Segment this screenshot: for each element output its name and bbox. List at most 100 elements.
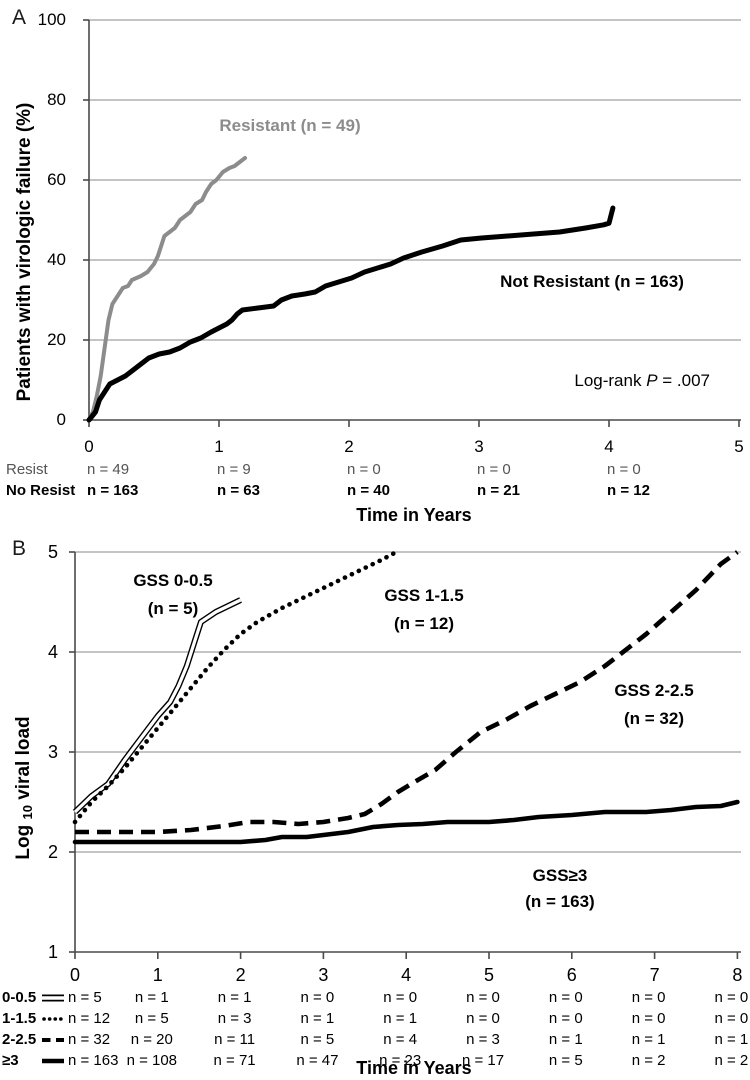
risk-cell: n = 2 [631, 1052, 666, 1069]
risk-cell: n = 2 [714, 1052, 749, 1069]
risk-row-label: 0-0.5 [2, 989, 37, 1006]
risk-cell: n = 0 [466, 989, 500, 1006]
x-tick-label: 2 [235, 965, 246, 985]
risk-cell: n = 0 [466, 1010, 500, 1027]
legend-glyph-solid [42, 1058, 64, 1064]
series-line-not-resistant [86, 205, 616, 423]
risk-cell: n = 3 [217, 1010, 252, 1027]
x-tick-label: 0 [69, 965, 80, 985]
x-tick-label: 1 [214, 437, 224, 456]
series-line-gss-2-2-5 [75, 550, 739, 835]
risk-cell: n = 1 [383, 1010, 418, 1027]
y-tick-label: 100 [37, 10, 66, 29]
series-line-gss-3 [72, 799, 740, 845]
risk-cell: n = 17 [461, 1052, 505, 1069]
y-tick-label: 2 [47, 842, 58, 862]
legend-glyph-double [42, 994, 64, 1002]
y-tick-label: 5 [47, 542, 58, 562]
risk-cell: n = 0 [631, 989, 666, 1006]
gss-0-05-label-line2: (n = 5) [147, 599, 199, 618]
x-tick-label: 2 [344, 437, 354, 456]
risk-cell: n = 5 [68, 989, 102, 1006]
x-tick-label: 0 [84, 437, 94, 456]
risk-cell: n = 0 [607, 461, 641, 478]
x-tick-label: 1 [152, 965, 163, 985]
risk-cell: n = 20 [130, 1031, 173, 1048]
y-tick-label: 20 [47, 330, 66, 349]
series-line-gss-0-0-5-inner [73, 598, 242, 814]
risk-cell: n = 23 [379, 1052, 422, 1069]
y-tick-label: 80 [47, 90, 66, 109]
panel-b-y-axis-title: Log 10 viral load [13, 716, 35, 859]
gss-1-15-label-line1: GSS 1-1.5 [384, 586, 464, 605]
risk-cell: n = 163 [87, 482, 139, 499]
risk-cell: n = 0 [548, 1010, 583, 1027]
logrank-p-symbol: P [646, 371, 658, 390]
risk-cell: n = 40 [347, 482, 390, 499]
gss-1-15-label-line2: (n = 12) [394, 614, 454, 633]
not-resistant-curve-label: Not Resistant (n = 163) [500, 272, 684, 291]
resistant-curve-label: Resistant (n = 49) [219, 116, 361, 135]
series-line-resistant [87, 156, 247, 422]
x-tick-label: 5 [734, 437, 744, 456]
risk-cell: n = 4 [383, 1031, 418, 1048]
y-tick-label: 0 [56, 410, 66, 429]
risk-row-label: Resist [6, 461, 48, 478]
risk-cell: n = 1 [217, 989, 252, 1006]
panel-b-letter: B [12, 537, 27, 560]
risk-cell: n = 71 [213, 1052, 256, 1069]
y-tick-label: 3 [47, 742, 58, 762]
risk-row-label: No Resist [6, 482, 76, 499]
risk-row-label: 2-2.5 [2, 1031, 37, 1048]
y-title-subscript: 10 [20, 805, 35, 820]
risk-cell: n = 0 [714, 989, 749, 1006]
risk-cell: n = 108 [126, 1052, 178, 1069]
x-tick-label: 7 [649, 965, 660, 985]
risk-cell: n = 1 [548, 1031, 583, 1048]
legend-glyph-dashed [42, 1038, 64, 1042]
risk-cell: n = 5 [134, 1010, 169, 1027]
y-tick-label: 4 [47, 642, 58, 662]
gss-2-25-label-line2: (n = 32) [624, 709, 684, 728]
risk-cell: n = 12 [607, 482, 650, 499]
risk-cell: n = 1 [714, 1031, 749, 1048]
gss-ge3-label-line1: GSS≥3 [532, 866, 588, 885]
risk-cell: n = 5 [548, 1052, 583, 1069]
x-tick-label: 3 [318, 965, 329, 985]
panel-a-letter: A [12, 6, 27, 29]
logrank-annotation: Log-rank P = .007 [500, 371, 710, 391]
y-tick-label: 40 [47, 250, 66, 269]
risk-cell: n = 0 [714, 1010, 749, 1027]
risk-cell: n = 163 [68, 1052, 119, 1069]
risk-cell: n = 0 [631, 1010, 666, 1027]
logrank-value: = .007 [657, 371, 710, 390]
risk-cell: n = 1 [300, 1010, 335, 1027]
y-tick-label: 1 [47, 942, 58, 962]
risk-cell: n = 32 [68, 1031, 111, 1048]
risk-cell: n = 1 [134, 989, 169, 1006]
risk-cell: n = 0 [548, 989, 583, 1006]
x-tick-label: 4 [604, 437, 614, 456]
risk-cell: n = 21 [477, 482, 520, 499]
risk-cell: n = 3 [466, 1031, 500, 1048]
series-line-gss-0-0-5 [72, 597, 242, 815]
risk-cell: n = 5 [300, 1031, 335, 1048]
gss-ge3-label-line2: (n = 163) [525, 892, 595, 911]
y-tick-label: 60 [47, 170, 66, 189]
risk-cell: n = 0 [477, 461, 511, 478]
risk-cell: n = 1 [631, 1031, 666, 1048]
risk-cell: n = 47 [296, 1052, 339, 1069]
risk-cell: n = 63 [217, 482, 260, 499]
x-tick-label: 5 [483, 965, 494, 985]
risk-cell: n = 0 [383, 989, 418, 1006]
legend-glyph-dotted [42, 1017, 66, 1021]
panel-b-x-axis-title: Time in Years [356, 1058, 472, 1078]
x-tick-label: 6 [566, 965, 577, 985]
x-tick-label: 4 [401, 965, 412, 985]
panel-a-x-axis-title: Time in Years [356, 505, 472, 525]
risk-cell: n = 12 [68, 1010, 111, 1027]
risk-cell: n = 0 [300, 989, 335, 1006]
logrank-prefix: Log-rank [574, 371, 647, 390]
